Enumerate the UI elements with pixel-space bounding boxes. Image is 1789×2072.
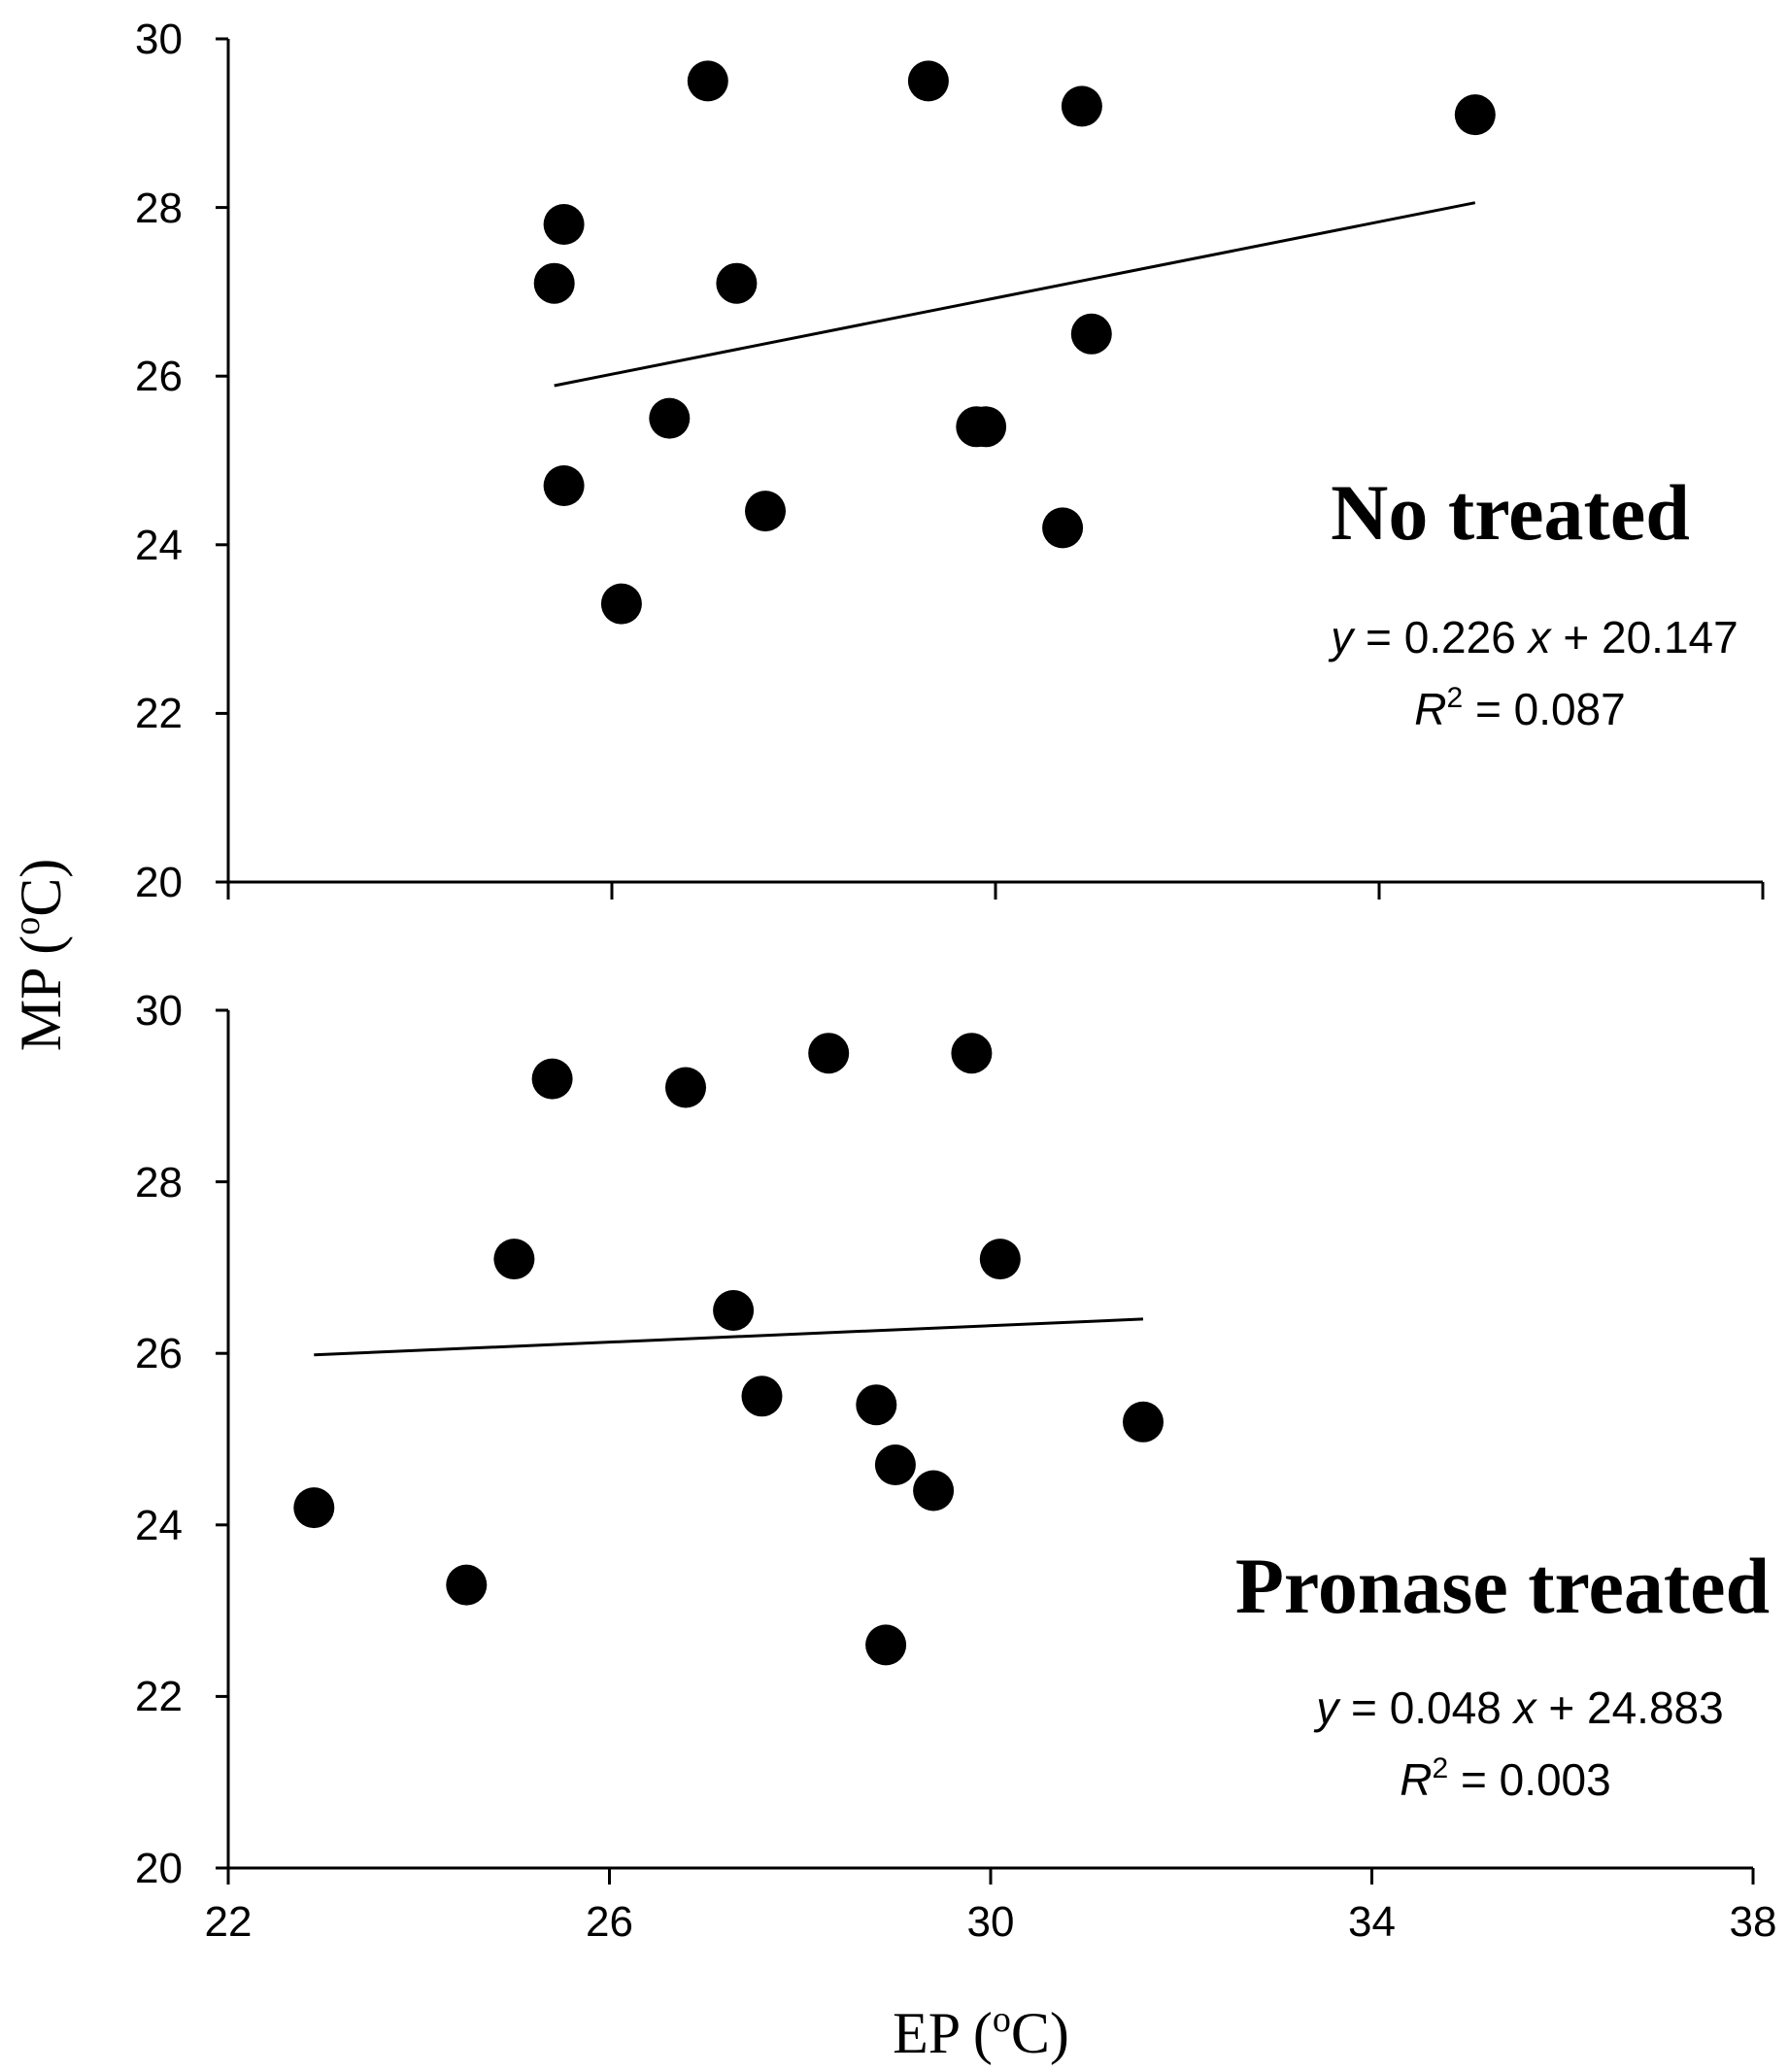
bottom-data-point	[951, 1033, 993, 1074]
top-trendline	[554, 201, 1476, 388]
top-r2-r: R	[1414, 684, 1446, 734]
top-y-tick-label: 26	[135, 353, 183, 400]
top-data-point	[1454, 94, 1496, 136]
bottom-data-point	[874, 1444, 916, 1485]
bottom-y-tick-label: 26	[135, 1330, 183, 1377]
bottom-data-point	[865, 1624, 907, 1666]
bottom-y-ticks	[216, 1008, 228, 1870]
y-axis-title-unit: C)	[9, 859, 73, 917]
bottom-y-tick-label: 24	[135, 1502, 183, 1549]
top-points	[533, 60, 1496, 625]
top-y-tick-labels: 20 22 24 26 28 30	[135, 16, 183, 906]
top-r2: R2 = 0.087	[1414, 682, 1625, 734]
bottom-r2-value: = 0.003	[1448, 1754, 1611, 1805]
bottom-x-ticks	[226, 1868, 1755, 1885]
top-data-point	[907, 60, 949, 102]
top-data-point	[600, 583, 642, 625]
top-x-ticks	[226, 882, 1765, 900]
bottom-x-tick-label: 22	[205, 1898, 253, 1946]
bottom-data-point	[808, 1033, 850, 1074]
x-axis-title: EP (oC)	[893, 1999, 1069, 2065]
bottom-r2-sup: 2	[1433, 1752, 1449, 1784]
bottom-data-point	[531, 1058, 573, 1100]
bottom-x-tick-label: 26	[586, 1898, 633, 1946]
bottom-x-tick-label: 34	[1348, 1898, 1396, 1946]
y-axis-title-sup: o	[7, 917, 48, 935]
bottom-eq-x: x	[1512, 1682, 1538, 1733]
top-equation: y = 0.226 x + 20.147	[1328, 612, 1738, 662]
bottom-y-tick-label: 30	[135, 987, 183, 1035]
bottom-r2-r: R	[1400, 1754, 1432, 1805]
bottom-eq-slope: = 0.048	[1338, 1682, 1513, 1733]
top-y-tick-label: 22	[135, 690, 183, 737]
bottom-data-point	[856, 1384, 897, 1426]
top-data-point	[716, 262, 758, 304]
top-y-ticks	[216, 37, 228, 884]
top-data-point	[649, 397, 691, 439]
top-y-tick-label: 30	[135, 16, 183, 63]
top-data-point	[533, 262, 575, 304]
bottom-data-point	[741, 1376, 783, 1417]
panel-pronase-treated: 20 22 24 26 28 30 22 26 30 34 38 Pronase…	[135, 987, 1776, 1946]
x-axis-title-sup: o	[993, 1999, 1011, 2040]
bottom-data-point	[446, 1564, 488, 1606]
top-r2-value: = 0.087	[1463, 684, 1626, 734]
bottom-eq-intercept: + 24.883	[1536, 1682, 1724, 1733]
panel-no-treated: 20 22 24 26 28 30 No treated y = 0.226 x…	[135, 16, 1765, 906]
bottom-y-tick-label: 22	[135, 1673, 183, 1720]
bottom-data-point	[665, 1067, 706, 1108]
top-y-tick-label: 20	[135, 859, 183, 906]
top-data-point	[543, 465, 585, 506]
y-axis-title-text: MP (	[9, 935, 73, 1051]
top-eq-y: y	[1328, 612, 1356, 662]
top-data-point	[687, 60, 728, 102]
bottom-panel-title: Pronase treated	[1235, 1542, 1770, 1630]
bottom-points	[293, 1033, 1164, 1666]
bottom-x-tick-label: 38	[1730, 1898, 1777, 1946]
bottom-data-point	[979, 1239, 1021, 1280]
top-eq-slope: = 0.226	[1353, 612, 1528, 662]
top-data-point	[745, 491, 786, 532]
bottom-x-tick-label: 30	[967, 1898, 1015, 1946]
bottom-y-tick-label: 20	[135, 1845, 183, 1892]
bottom-x-tick-labels: 22 26 30 34 38	[205, 1898, 1777, 1946]
top-y-tick-label: 24	[135, 522, 183, 569]
bottom-data-point	[913, 1470, 955, 1512]
bottom-r2: R2 = 0.003	[1400, 1752, 1610, 1805]
bottom-data-point	[493, 1239, 535, 1280]
bottom-data-point	[293, 1487, 335, 1529]
top-r2-sup: 2	[1447, 682, 1464, 714]
x-axis-title-unit: C)	[1011, 2001, 1069, 2065]
top-data-point	[1042, 507, 1084, 549]
bottom-y-tick-labels: 20 22 24 26 28 30	[135, 987, 183, 1892]
top-eq-intercept: + 20.147	[1551, 612, 1738, 662]
y-axis-title: MP (oC)	[7, 859, 73, 1051]
bottom-equation: y = 0.048 x + 24.883	[1313, 1682, 1723, 1733]
bottom-eq-y: y	[1313, 1682, 1341, 1733]
x-axis-title-text: EP (	[893, 2001, 993, 2065]
bottom-data-point	[1123, 1401, 1164, 1443]
top-data-point	[1070, 313, 1112, 355]
bottom-y-tick-label: 28	[135, 1159, 183, 1206]
top-data-point	[965, 406, 1007, 448]
top-data-point	[543, 204, 585, 245]
bottom-trendline	[314, 1317, 1144, 1357]
top-y-tick-label: 28	[135, 185, 183, 232]
top-eq-x: x	[1527, 612, 1553, 662]
top-panel-title: No treated	[1331, 468, 1690, 557]
bottom-data-point	[713, 1290, 755, 1331]
top-data-point	[1061, 85, 1102, 127]
